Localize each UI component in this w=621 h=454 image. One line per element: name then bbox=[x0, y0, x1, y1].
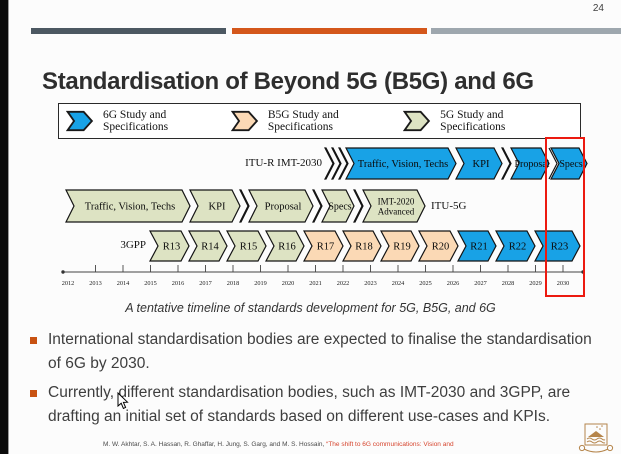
svg-text:2018: 2018 bbox=[227, 280, 240, 287]
bullet-item: Currently, different standardisation bod… bbox=[30, 381, 605, 429]
svg-text:2022: 2022 bbox=[337, 280, 350, 287]
bullet-text: International standardisation bodies are… bbox=[48, 331, 592, 372]
row-label-itu-5g: ITU-5G bbox=[431, 200, 467, 212]
svg-text:2020: 2020 bbox=[282, 280, 295, 287]
timeline-diagram: Traffic, Vision, Techs KPI Proposal Specs Tr… bbox=[61, 147, 588, 287]
row-label-itu-r-imt2030: ITU-R IMT-2030 bbox=[245, 157, 322, 169]
legend-item-5g: 5G Study and Specifications bbox=[403, 109, 568, 133]
svg-text:2023: 2023 bbox=[364, 280, 377, 287]
svg-text:2016: 2016 bbox=[172, 280, 185, 287]
svg-text:R16: R16 bbox=[278, 242, 296, 253]
svg-text:R17: R17 bbox=[317, 242, 335, 253]
svg-text:Advanced: Advanced bbox=[378, 207, 415, 217]
figure-caption: A tentative timeline of standards develo… bbox=[125, 301, 496, 315]
svg-text:R23: R23 bbox=[551, 242, 569, 253]
svg-text:2028: 2028 bbox=[502, 280, 515, 287]
svg-text:IMT-2020: IMT-2020 bbox=[378, 197, 415, 207]
row-label-3gpp: 3GPP bbox=[120, 239, 146, 251]
bullet-marker bbox=[30, 337, 37, 344]
svg-text:R18: R18 bbox=[355, 242, 373, 253]
header-bar-light bbox=[431, 28, 621, 34]
svg-text:2015: 2015 bbox=[144, 280, 157, 287]
figure-legend: 6G Study and Specifications B5G Study an… bbox=[58, 103, 581, 139]
svg-text:2019: 2019 bbox=[254, 280, 267, 287]
svg-text:2024: 2024 bbox=[392, 280, 405, 287]
b5g-chevron-icon bbox=[230, 110, 258, 132]
legend-item-6g: 6G Study and Specifications bbox=[66, 109, 231, 133]
legend-label-5g: 5G Study and Specifications bbox=[440, 109, 506, 133]
slide-left-edge bbox=[0, 0, 9, 454]
svg-text:R14: R14 bbox=[201, 242, 219, 253]
university-logo-icon bbox=[578, 423, 614, 453]
citation: M. W. Akhtar, S. A. Hassan, R. Ghaffar, … bbox=[103, 441, 454, 448]
page-number: 24 bbox=[592, 3, 604, 14]
svg-text:Specs: Specs bbox=[328, 202, 351, 213]
5g-chevron-icon bbox=[403, 110, 431, 132]
svg-text:2030: 2030 bbox=[557, 280, 570, 287]
svg-text:2017: 2017 bbox=[199, 280, 212, 287]
svg-text:R13: R13 bbox=[163, 242, 181, 253]
header-bar-orange bbox=[232, 28, 427, 34]
svg-text:2013: 2013 bbox=[89, 280, 102, 287]
citation-link[interactable]: “The shift to 6G communications: Vision … bbox=[326, 441, 454, 448]
citation-authors: M. W. Akhtar, S. A. Hassan, R. Ghaffar, … bbox=[103, 441, 327, 448]
svg-text:2014: 2014 bbox=[117, 280, 130, 287]
svg-text:2025: 2025 bbox=[419, 280, 432, 287]
svg-text:Proposal: Proposal bbox=[515, 159, 550, 170]
bullet-text: Currently, different standardisation bod… bbox=[48, 384, 571, 425]
header-bar-dark bbox=[31, 28, 226, 34]
6g-chevron-icon bbox=[66, 110, 94, 132]
svg-text:2012: 2012 bbox=[62, 280, 75, 287]
svg-text:Proposal: Proposal bbox=[265, 202, 302, 213]
bullet-marker bbox=[30, 390, 37, 397]
svg-text:Specs: Specs bbox=[559, 159, 582, 170]
legend-label-b5g: B5G Study and Specifications bbox=[267, 109, 339, 133]
bullet-list: International standardisation bodies are… bbox=[30, 328, 605, 434]
svg-text:2026: 2026 bbox=[447, 280, 460, 287]
legend-label-6g: 6G Study and Specifications bbox=[103, 109, 169, 133]
svg-text:R15: R15 bbox=[240, 242, 258, 253]
highlight-2030-box bbox=[545, 137, 585, 297]
svg-text:KPI: KPI bbox=[209, 202, 226, 213]
mouse-cursor bbox=[117, 392, 129, 410]
svg-text:Traffic, Vision, Techs: Traffic, Vision, Techs bbox=[358, 159, 448, 170]
svg-text:R21: R21 bbox=[470, 242, 488, 253]
svg-text:R20: R20 bbox=[432, 242, 450, 253]
svg-text:2029: 2029 bbox=[529, 280, 542, 287]
svg-text:R19: R19 bbox=[393, 242, 411, 253]
bullet-item: International standardisation bodies are… bbox=[30, 328, 605, 376]
slide-title: Standardisation of Beyond 5G (B5G) and 6… bbox=[42, 68, 534, 96]
svg-text:Traffic, Vision, Techs: Traffic, Vision, Techs bbox=[85, 202, 175, 213]
svg-text:2021: 2021 bbox=[309, 280, 322, 287]
legend-item-b5g: B5G Study and Specifications bbox=[230, 109, 403, 133]
svg-text:2027: 2027 bbox=[474, 280, 487, 287]
svg-text:R22: R22 bbox=[509, 242, 527, 253]
svg-text:KPI: KPI bbox=[473, 159, 490, 170]
